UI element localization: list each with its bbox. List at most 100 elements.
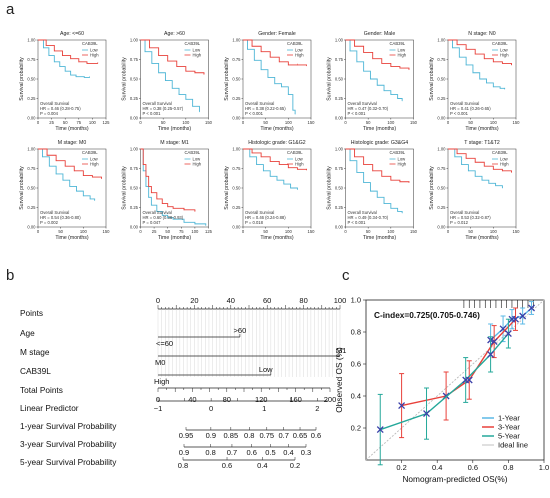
km-ytick-label: 1.00: [437, 147, 446, 152]
total-tick-label: 40: [188, 395, 196, 404]
km-xtick-label: 100: [387, 229, 395, 234]
km-xtick-label: 0: [37, 229, 40, 234]
total-tick-label: 80: [223, 395, 231, 404]
km-plots: Age: <=60 0.00 0.25 0.50 0.75 1.00 0 25 50 75 100 1…: [19, 31, 520, 241]
lp-tick-label: 2: [315, 404, 319, 413]
km-ytick-label: 0.25: [27, 96, 36, 101]
surv1-tick-label: 0.65: [293, 431, 308, 440]
calib-point: [376, 426, 384, 434]
km-ytick-label: 0.25: [232, 96, 241, 101]
km-legend-high: High: [90, 162, 99, 167]
calib-ylabel: Observed OS (%): [334, 347, 344, 413]
km-title: Gender: Female: [258, 31, 296, 37]
calib-title: C-index=0.725(0.705-0.746): [374, 310, 480, 320]
km-ytick-label: 0.50: [232, 77, 241, 82]
km-legend-high: High: [398, 162, 407, 167]
km-xtick-label: 100: [285, 120, 293, 125]
km-legend-low: Low: [500, 157, 509, 162]
km-curve-low: [38, 39, 90, 78]
km-legend-title: CAB39L: [185, 41, 201, 46]
km-ytick-label: 0.25: [27, 205, 36, 210]
km-xtick-label: 150: [410, 229, 418, 234]
km-title: Histologic grade: G3&G4: [351, 140, 408, 146]
km-ytick-label: 0.75: [232, 57, 241, 62]
km-xtick-label: 25: [49, 120, 54, 125]
km-title: M stage: M0: [58, 140, 87, 146]
calib-xtick-label: 0.2: [396, 463, 406, 472]
km-ylabel: Survival probability: [429, 57, 435, 101]
km-xtick-label: 50: [263, 120, 268, 125]
km-xlabel: Time (months): [363, 126, 397, 132]
km-title: N stage: N0: [468, 31, 496, 37]
km-stat: P < 0.001: [245, 111, 264, 116]
km-ytick-label: 0.00: [130, 116, 139, 121]
km-ytick-label: 0.25: [232, 205, 241, 210]
km-xtick-label: 100: [387, 120, 395, 125]
panel-label-a: a: [6, 1, 15, 18]
calib-series: [487, 301, 535, 357]
km-stat: P < 0.001: [143, 111, 162, 116]
km-xtick-label: 50: [58, 229, 63, 234]
calib-ytick-label: 0.8: [351, 328, 361, 337]
km-stat: Overall Survival: [40, 101, 69, 106]
km-stat: P = 0.002: [40, 220, 59, 225]
km-stat: HR = 0.38 (0.25-0.57): [143, 106, 184, 111]
km-xtick-label: 100: [182, 120, 190, 125]
km-frame: [140, 148, 209, 228]
km-ytick-label: 0.25: [335, 96, 344, 101]
km-stat: HR = 0.60 (0.38-0.93): [143, 215, 184, 220]
surv3-tick-label: 0.8: [205, 448, 215, 457]
km-xtick-label: 100: [490, 229, 498, 234]
km-xtick-label: 0: [139, 120, 142, 125]
km-stat: Overall Survival: [143, 210, 172, 215]
surv5-tick-label: 0.6: [222, 461, 232, 470]
km-legend-low: Low: [90, 157, 99, 162]
km-ytick-label: 0.50: [335, 77, 344, 82]
km-stat: HR = 0.53 (0.32-0.87): [450, 215, 491, 220]
km-ytick-label: 0.75: [130, 57, 139, 62]
km-xtick-label: 0: [139, 229, 142, 234]
km-xtick-label: 0: [447, 120, 450, 125]
lp-tick-label: 1: [262, 404, 266, 413]
calib-point: [398, 402, 406, 410]
km-title: Age: <=60: [60, 31, 84, 37]
km-curve-low: [140, 148, 207, 226]
km-frame: [37, 39, 107, 119]
km-xtick-label: 150: [513, 229, 521, 234]
points-tick-label: 40: [227, 296, 235, 305]
km-curve-high: [243, 39, 307, 66]
surv1-tick-label: 0.95: [179, 431, 194, 440]
km-stat: HR = 0.49 (0.34-0.70): [348, 215, 389, 220]
km-plot: Age: <=60 0.00 0.25 0.50 0.75 1.00 0 25 50 75 100 1…: [19, 31, 110, 132]
km-ytick-label: 0.50: [130, 186, 139, 191]
km-stat: Overall Survival: [40, 210, 69, 215]
surv3-tick-label: 0.3: [301, 448, 311, 457]
km-xtick-label: 100: [191, 229, 199, 234]
km-legend-title: CAB39L: [82, 150, 98, 155]
points-tick-label: 20: [190, 296, 198, 305]
km-stat: P = 0.018: [245, 220, 264, 225]
km-xtick-label: 50: [366, 120, 371, 125]
km-xtick-label: 0: [242, 120, 245, 125]
km-stat: Overall Survival: [348, 210, 377, 215]
nomogram-row-label: 1-year Survival Probability: [20, 421, 117, 431]
mstage-label-m0: M0: [155, 358, 165, 367]
km-xlabel: Time (months): [260, 235, 294, 241]
calib-legend-label: 5-Year: [498, 432, 520, 441]
km-ytick-label: 0.25: [130, 205, 139, 210]
km-stat: P < 0.001: [450, 111, 469, 116]
km-xtick-label: 100: [285, 229, 293, 234]
calib-xtick-label: 1.0: [539, 463, 549, 472]
surv3-tick-label: 0.6: [246, 448, 256, 457]
km-xtick-label: 100: [490, 120, 498, 125]
km-stat: HR = 0.46 (0.28-0.75): [40, 106, 81, 111]
km-xlabel: Time (months): [158, 126, 192, 132]
km-xlabel: Time (months): [465, 235, 499, 241]
surv3-tick-label: 0.7: [227, 448, 237, 457]
calib-point: [512, 315, 519, 323]
km-stat: P = 0.012: [450, 220, 469, 225]
km-curve-low: [345, 148, 403, 213]
km-ytick-label: 0.75: [437, 166, 446, 171]
km-legend-low: Low: [295, 157, 304, 162]
surv1-tick-label: 0.8: [244, 431, 254, 440]
